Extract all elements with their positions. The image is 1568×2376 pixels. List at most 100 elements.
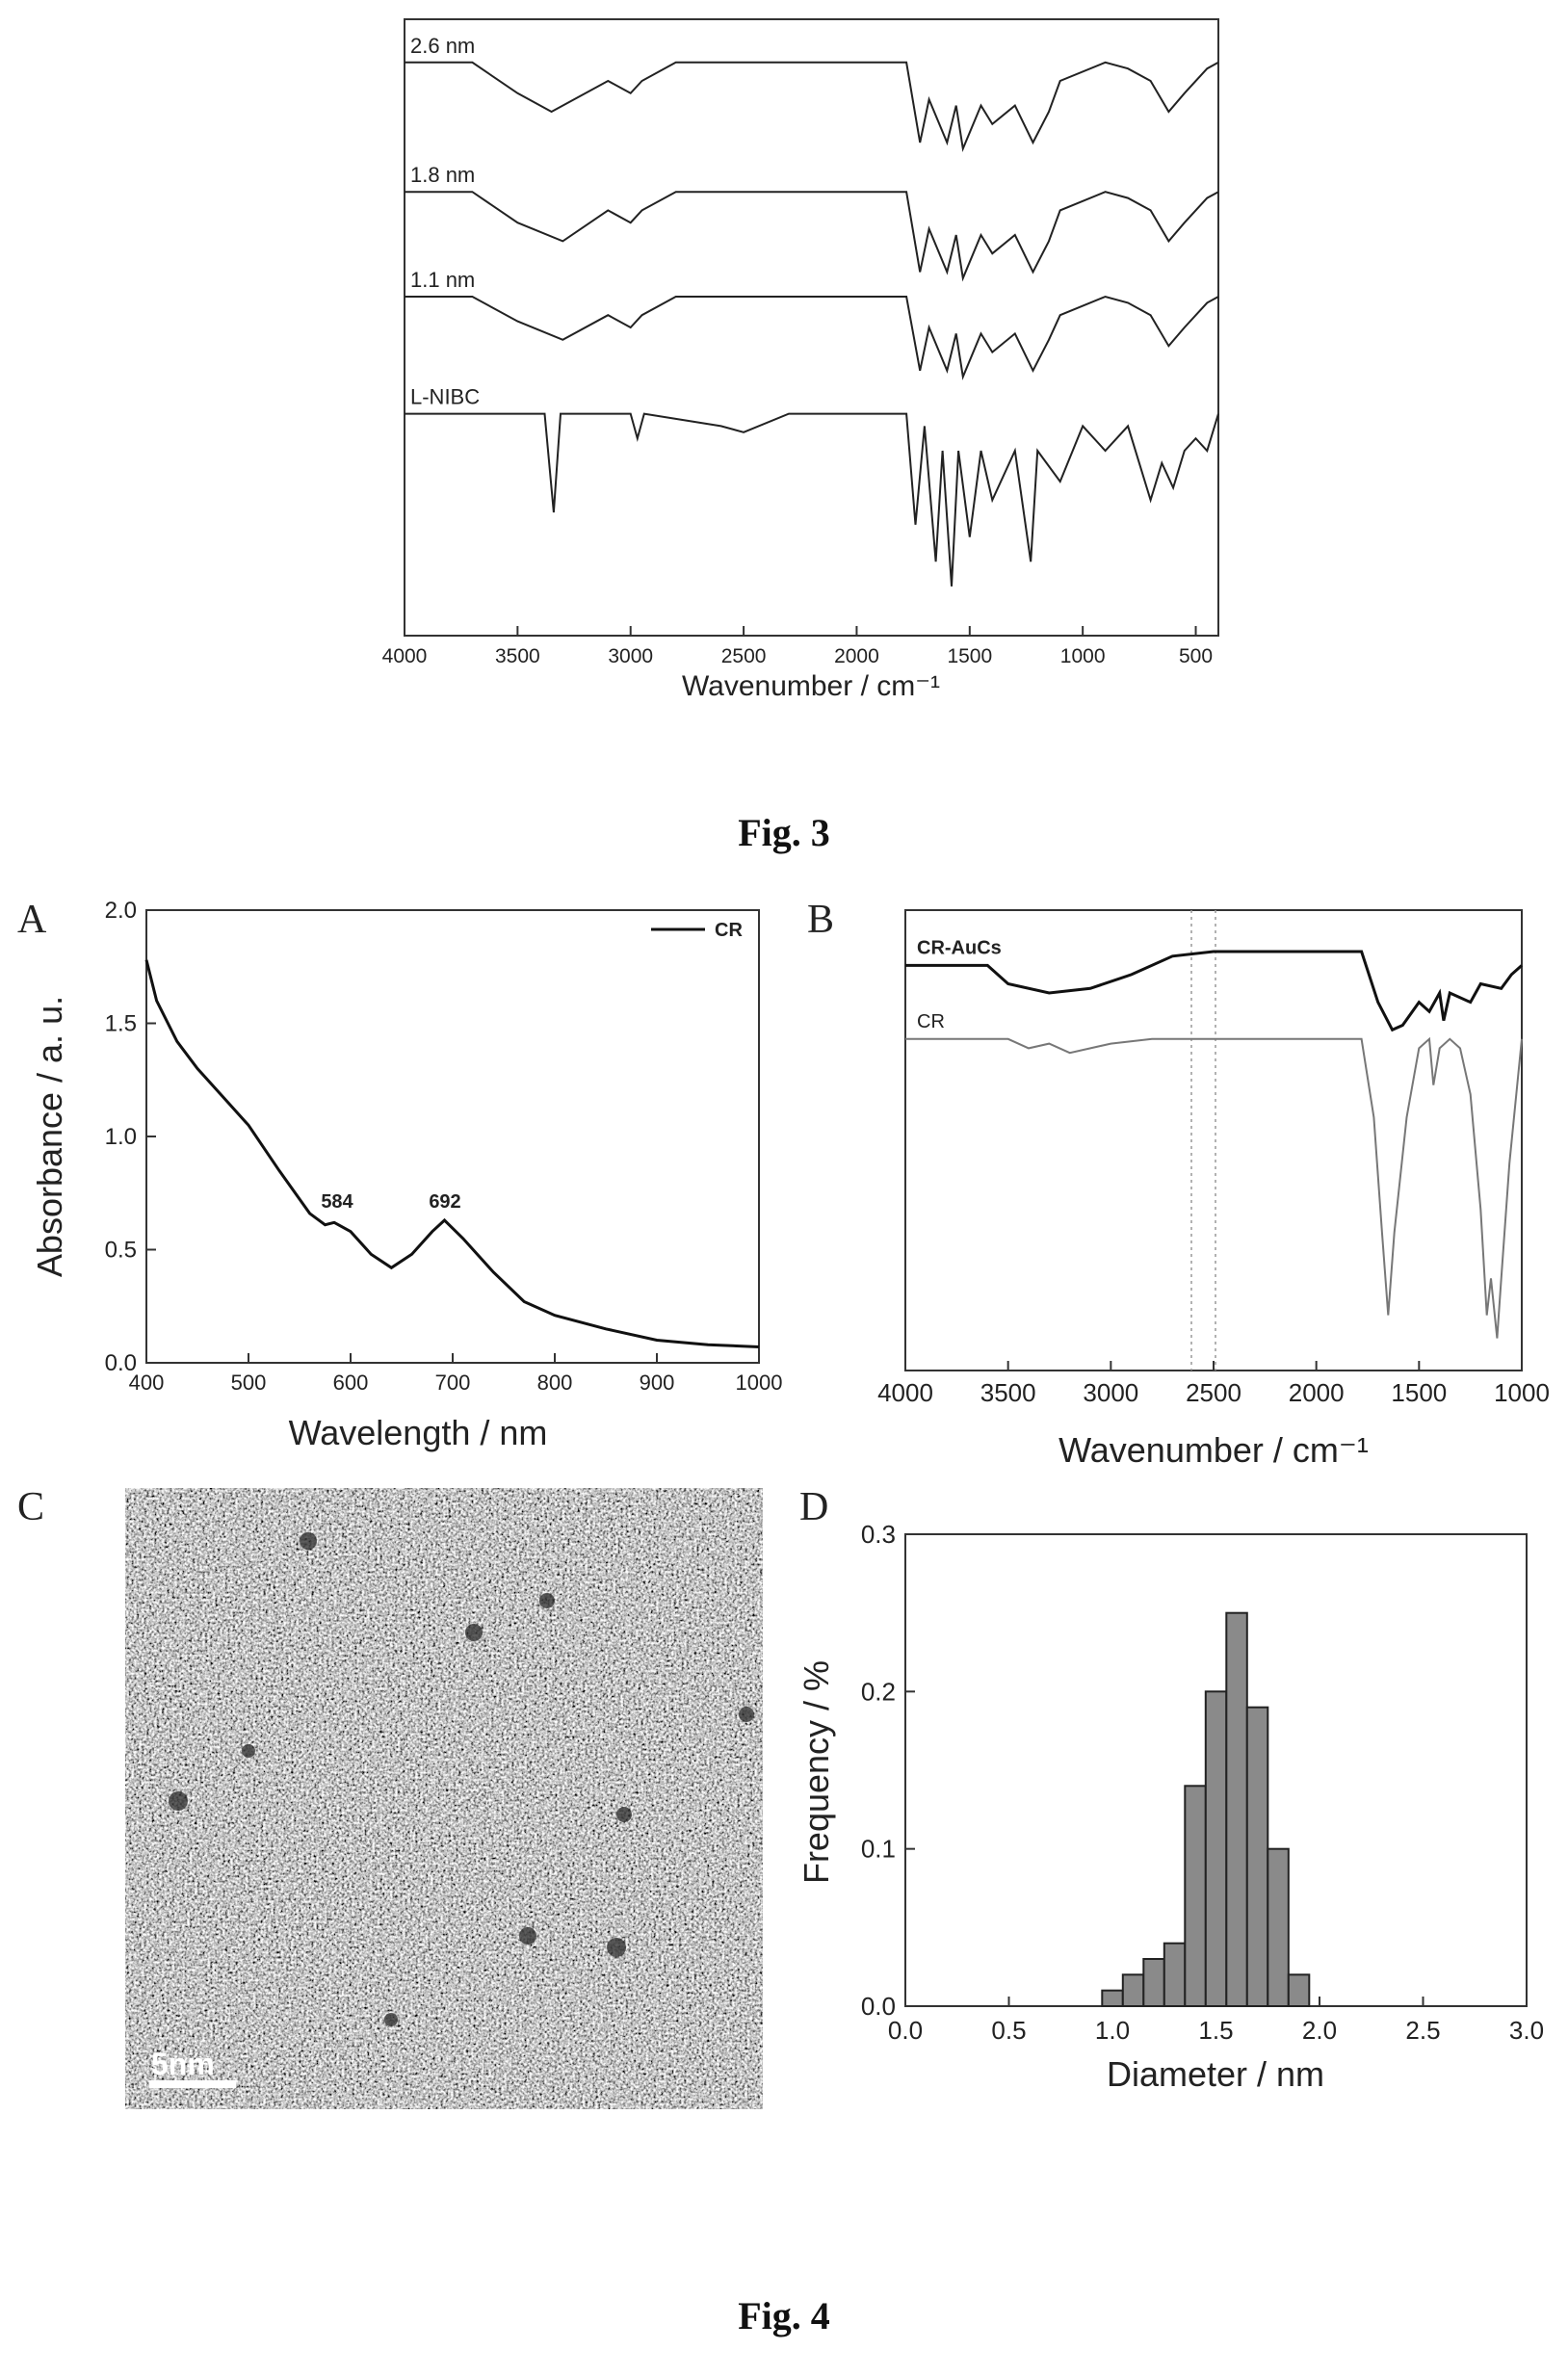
- fig4b-series-label: CR-AuCs: [917, 937, 1002, 958]
- fig4b-x-axis-label: Wavenumber / cm⁻¹: [1058, 1430, 1369, 1470]
- fig4d-x-tick-label: 3.0: [1509, 2016, 1544, 2045]
- nanocluster-dot: [384, 2013, 398, 2026]
- fig4b-series-line: [905, 950, 1523, 1032]
- fig3-x-axis-label: Wavenumber / cm⁻¹: [682, 670, 940, 702]
- fig4d-x-tick-label: 2.0: [1302, 2016, 1337, 2045]
- fig3-series-line: [405, 61, 1219, 153]
- fig3-x-tick-label: 2000: [834, 645, 879, 667]
- fig4b-x-tick-label: 2500: [1186, 1378, 1241, 1407]
- nanocluster-dot: [465, 1624, 483, 1641]
- fig4b-x-tick-label: 3000: [1083, 1378, 1138, 1407]
- fig4c-tem-image: 5nm: [125, 1488, 763, 2109]
- fig4d-x-tick-label: 2.5: [1405, 2016, 1440, 2045]
- fig4d-ticks: 0.0 0.5 1.0 1.5 2.0 2.5 3.0 0.0 0.1 0.2 0.3: [861, 1520, 1544, 2045]
- fig3-x-tick-label: 4000: [382, 645, 428, 667]
- nanocluster-dot: [300, 1532, 317, 1550]
- fig4d-y-tick-label: 0.3: [861, 1520, 896, 1549]
- fig4a-x-axis-label: Wavelength / nm: [289, 1413, 548, 1452]
- fig4d-bar: [1121, 1973, 1145, 2008]
- fig3-caption: Fig. 3: [738, 811, 830, 854]
- fig4a-x-tick-label: 1000: [736, 1371, 783, 1395]
- fig4d-x-axis-label: Diameter / nm: [1107, 2054, 1324, 2094]
- fig4a-series-group: [144, 959, 760, 1348]
- tem-scale-label: 5nm: [151, 2047, 215, 2081]
- nanocluster-dot: [539, 1593, 555, 1608]
- fig3-series-label: L-NIBC: [410, 385, 480, 409]
- fig4d-x-tick-label: 0.5: [991, 2016, 1026, 2045]
- fig3-series-group: 2.6 nm 1.8 nm 1.1 nm L-NIBC: [405, 34, 1219, 587]
- nanocluster-dot: [616, 1807, 632, 1822]
- fig4d-bar: [1225, 1611, 1248, 2007]
- panel-letter-A: A: [17, 898, 47, 942]
- fig3-x-tick-label: 1000: [1060, 645, 1106, 667]
- fig4d-y-tick-label: 0.1: [861, 1835, 896, 1864]
- fig4b-x-ticks: 4000 3500 3000 2500 2000 1500 1000: [877, 1361, 1550, 1407]
- fig4d-bar: [1142, 1958, 1165, 2007]
- tem-scale-bar: [149, 2080, 236, 2088]
- fig4b-x-tick-label: 3500: [980, 1378, 1036, 1407]
- fig4a-y-axis-label: Absorbance / a. u.: [30, 996, 69, 1277]
- fig4b-x-tick-label: 1000: [1494, 1378, 1550, 1407]
- nanocluster-dot: [607, 1938, 626, 1957]
- fig3-x-tick-label: 500: [1179, 645, 1213, 667]
- fig4a-ticks: 400 500 600 700 800 900 1000 0.0 0.5 1.0 1.5 2.0: [105, 898, 783, 1395]
- fig4a-annotation-584: 584: [321, 1191, 353, 1213]
- fig3-series-line: [405, 295, 1219, 380]
- fig4d-y-tick-label: 0.0: [861, 1992, 896, 2021]
- panel-letter-B: B: [807, 898, 834, 942]
- nanocluster-dot: [739, 1707, 754, 1722]
- fig3-x-tick-label: 1500: [947, 645, 992, 667]
- tem-texture: [125, 1488, 763, 2109]
- fig4d-chart: 0.0 0.5 1.0 1.5 2.0 2.5 3.0 0.0 0.1 0.2 0.3 Diamet…: [797, 1520, 1544, 2094]
- fig4d-y-axis-label: Frequency / %: [797, 1660, 836, 1884]
- fig3-x-tick-label: 2500: [721, 645, 767, 667]
- fig4a-y-tick-label: 1.5: [105, 1011, 137, 1037]
- fig4b-series-label: CR: [917, 1011, 945, 1032]
- fig4a-x-tick-label: 800: [537, 1371, 573, 1395]
- fig3-x-ticks: 4000 3500 3000 2500 2000 1500 1000 500: [382, 626, 1213, 667]
- fig4d-x-tick-label: 1.0: [1095, 2016, 1130, 2045]
- fig4a-chart: 400 500 600 700 800 900 1000 0.0 0.5 1.0 1.5 2.0 CR…: [30, 898, 782, 1452]
- fig4a-x-tick-label: 600: [333, 1371, 369, 1395]
- nanocluster-dot: [242, 1744, 255, 1758]
- panel-letter-C: C: [17, 1485, 44, 1529]
- nanocluster-dot: [519, 1927, 536, 1945]
- fig3-series-line: [405, 191, 1219, 282]
- fig4d-bar: [1204, 1690, 1228, 2008]
- fig4d-bar: [1245, 1706, 1269, 2007]
- fig3-series-line: [405, 412, 1219, 587]
- fig4d-x-tick-label: 1.5: [1198, 2016, 1233, 2045]
- fig4a-x-tick-label: 900: [640, 1371, 675, 1395]
- fig4a-y-tick-label: 0.0: [105, 1350, 137, 1376]
- fig4a-x-tick-label: 700: [435, 1371, 471, 1395]
- fig4d-y-tick-label: 0.2: [861, 1677, 896, 1706]
- fig4a-y-tick-label: 0.5: [105, 1238, 137, 1264]
- fig3-x-tick-label: 3500: [495, 645, 540, 667]
- fig3-series-label: 1.1 nm: [410, 268, 475, 292]
- fig4a-x-tick-label: 500: [231, 1371, 267, 1395]
- fig4b-x-tick-label: 4000: [877, 1378, 933, 1407]
- fig3-chart: 4000 3500 3000 2500 2000 1500 1000 500 2.6 nm 1.…: [382, 18, 1219, 702]
- fig4d-bar: [1163, 1942, 1187, 2007]
- fig4d-x-tick-label: 0.0: [888, 2016, 923, 2045]
- fig4b-series-group: CR-AuCs CR: [905, 937, 1523, 1339]
- fig4a-y-tick-label: 1.0: [105, 1124, 137, 1150]
- fig4a-legend-label: CR: [715, 920, 743, 941]
- fig4a-y-tick-label: 2.0: [105, 898, 137, 924]
- nanocluster-dot: [169, 1791, 188, 1811]
- fig4a-series-line: [144, 959, 760, 1348]
- fig3-series-label: 1.8 nm: [410, 163, 475, 187]
- fig4a-frame: [145, 909, 760, 1364]
- fig4d-bars-group: [1101, 1611, 1311, 2008]
- fig4d-bar: [1184, 1785, 1207, 2008]
- fig4a-x-tick-label: 400: [129, 1371, 165, 1395]
- fig4-caption: Fig. 4: [738, 2294, 830, 2337]
- fig4b-chart: 4000 3500 3000 2500 2000 1500 1000 CR-AuCs CR W…: [877, 909, 1550, 1470]
- fig4b-series-line: [905, 1036, 1523, 1339]
- panel-letter-D: D: [799, 1485, 828, 1529]
- fig4b-x-tick-label: 1500: [1391, 1378, 1447, 1407]
- fig4d-bar: [1287, 1973, 1311, 2008]
- fig4b-frame: [904, 909, 1523, 1371]
- fig3-series-label: 2.6 nm: [410, 34, 475, 58]
